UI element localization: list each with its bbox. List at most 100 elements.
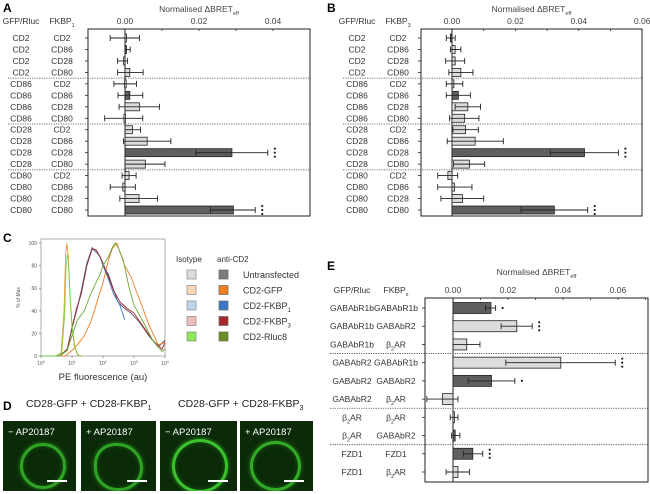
x-axis-title: Normalised ΔBRETeff — [159, 4, 239, 17]
row-label-fkbp: CD86 — [51, 136, 73, 146]
x-tick-label: 102 — [99, 360, 107, 367]
legend-swatch-anti — [218, 285, 229, 295]
y-tick-label: 100 — [29, 241, 38, 247]
row-label-gfp: CD86 — [346, 79, 368, 89]
histogram-line — [41, 242, 166, 357]
row-label-gfp: GABAbR1b — [330, 303, 374, 313]
row-label-gfp: CD2 — [12, 56, 29, 66]
row-label-gfp: CD86 — [346, 113, 368, 123]
row-label-gfp: CD80 — [346, 171, 368, 181]
row-label-gfp: CD80 — [346, 182, 368, 192]
row-label-fkbp: β2AR — [386, 394, 406, 407]
row-label-fkbp: CD2 — [389, 171, 406, 181]
significance-marker — [261, 204, 264, 216]
micrograph-fkbp3-minus: − AP20187 — [160, 421, 237, 491]
row-label-gfp: CD80 — [346, 205, 368, 215]
column-header-fkbp: FKBP1 — [49, 16, 74, 29]
row-label-fkbp: CD28 — [51, 102, 73, 112]
row-label-gfp: CD28 — [346, 148, 368, 158]
panel-d-letter: D — [3, 399, 12, 413]
row-label-fkbp: CD28 — [387, 102, 409, 112]
column-header-gfp-rluc: GFP/Rluc — [339, 16, 377, 26]
panel-c-letter: C — [3, 231, 12, 245]
significance-marker — [488, 448, 491, 459]
row-label-fkbp: CD2 — [389, 79, 406, 89]
row-label-fkbp: GABAbR2 — [376, 321, 415, 331]
scale-bar — [47, 480, 67, 482]
y-axis-label: % of Max — [16, 287, 22, 308]
panel-a-letter: A — [3, 1, 12, 15]
row-label-fkbp: CD28 — [387, 148, 409, 158]
y-tick-label: 0 — [34, 354, 37, 360]
significance-marker — [593, 204, 596, 216]
row-label-gfp: β2AR — [342, 431, 362, 444]
row-label-gfp: CD86 — [10, 113, 32, 123]
row-label-gfp: CD2 — [348, 56, 365, 66]
row-label-fkbp: GABAbR1b — [374, 303, 418, 313]
x-tick-label: 100 — [37, 360, 45, 367]
x-tick-label: 0.06 — [610, 285, 627, 295]
y-tick-label: 40 — [31, 309, 37, 315]
x-tick-label: 0.00 — [117, 16, 134, 26]
row-label-fkbp: CD28 — [51, 194, 73, 204]
row-label-fkbp: CD80 — [51, 205, 73, 215]
row-label-gfp: CD28 — [10, 148, 32, 158]
row-label-fkbp: CD86 — [387, 136, 409, 146]
micrograph-caption: − AP20187 — [8, 427, 55, 438]
histogram-frame — [40, 238, 166, 357]
cell-membrane-ring — [20, 443, 66, 489]
significance-marker — [621, 357, 624, 368]
x-tick-label: 0.04 — [265, 16, 282, 26]
legend-swatch-isotype — [186, 316, 197, 326]
row-label-fkbp: GABAbR2 — [376, 376, 415, 386]
panel-d-title-fkbp1: CD28-GFP + CD28-FKBP1 — [26, 398, 152, 413]
row-label-gfp: CD80 — [10, 205, 32, 215]
row-label-fkbp: CD86 — [387, 90, 409, 100]
row-label-fkbp: CD28 — [387, 56, 409, 66]
legend-swatch-isotype — [186, 331, 197, 342]
row-label-gfp: CD2 — [348, 67, 365, 77]
row-label-gfp: CD2 — [12, 33, 29, 43]
row-label-gfp: CD2 — [348, 33, 365, 43]
x-axis-label: PE fluorescence (au) — [59, 372, 148, 383]
cell-membrane-ring — [250, 441, 301, 491]
micrograph-caption: + AP20187 — [245, 427, 292, 438]
legend-swatch-isotype — [186, 285, 197, 295]
panel-b-letter: B — [327, 1, 336, 15]
significance-marker — [501, 306, 504, 310]
row-label-fkbp: CD80 — [387, 159, 409, 169]
row-label-fkbp: CD80 — [51, 67, 73, 77]
x-tick-label: 0.04 — [571, 16, 588, 26]
row-label-gfp: CD28 — [346, 159, 368, 169]
row-label-fkbp: CD2 — [53, 33, 70, 43]
legend-swatch-anti — [218, 269, 229, 280]
row-label-fkbp: CD28 — [387, 194, 409, 204]
row-label-gfp: GABAbR1b — [330, 321, 374, 331]
cell-membrane-ring — [94, 443, 143, 491]
panel-d-title-fkbp3: CD28-GFP + CD28-FKBP3 — [178, 398, 304, 413]
column-header-fkbp: FKBPx — [384, 285, 409, 298]
x-tick-label: 101 — [68, 360, 76, 367]
micrograph-fkbp1-minus: − AP20187 — [3, 421, 76, 491]
scale-bar — [127, 480, 147, 482]
row-label-fkbp: CD86 — [387, 182, 409, 192]
row-label-gfp: GABAbR2 — [332, 358, 371, 368]
significance-marker — [273, 147, 276, 158]
legend-header-isotype: Isotype — [176, 255, 202, 264]
x-tick-label: 0.02 — [191, 16, 208, 26]
legend-label: CD2-FKBP1 — [243, 301, 292, 314]
row-label-fkbp: β2AR — [386, 412, 406, 425]
micrograph-fkbp1-plus: + AP20187 — [81, 421, 156, 491]
micrograph-caption: + AP20187 — [86, 427, 133, 438]
row-label-gfp: CD86 — [10, 90, 32, 100]
panel-a-bar-chart: A GFP/Rluc FKBP1 Normalised ΔBRETeff 0.00 0.… — [3, 1, 311, 217]
row-label-gfp: CD86 — [10, 102, 32, 112]
column-header-fkbp: FKBP3 — [385, 16, 410, 29]
row-label-fkbp: CD80 — [387, 205, 409, 215]
row-label-fkbp: β2AR — [386, 467, 406, 480]
cell-membrane-ring — [172, 439, 228, 491]
row-label-gfp: CD2 — [348, 44, 365, 54]
row-label-gfp: CD28 — [10, 136, 32, 146]
row-label-gfp: FZD1 — [341, 449, 363, 459]
